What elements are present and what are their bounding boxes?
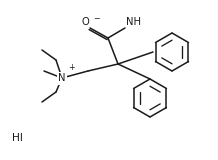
Text: HI: HI: [12, 133, 23, 143]
Text: −: −: [93, 14, 100, 23]
Text: +: +: [68, 63, 75, 72]
Text: NH: NH: [126, 17, 141, 27]
Text: N: N: [58, 73, 66, 83]
Text: O: O: [81, 17, 89, 27]
